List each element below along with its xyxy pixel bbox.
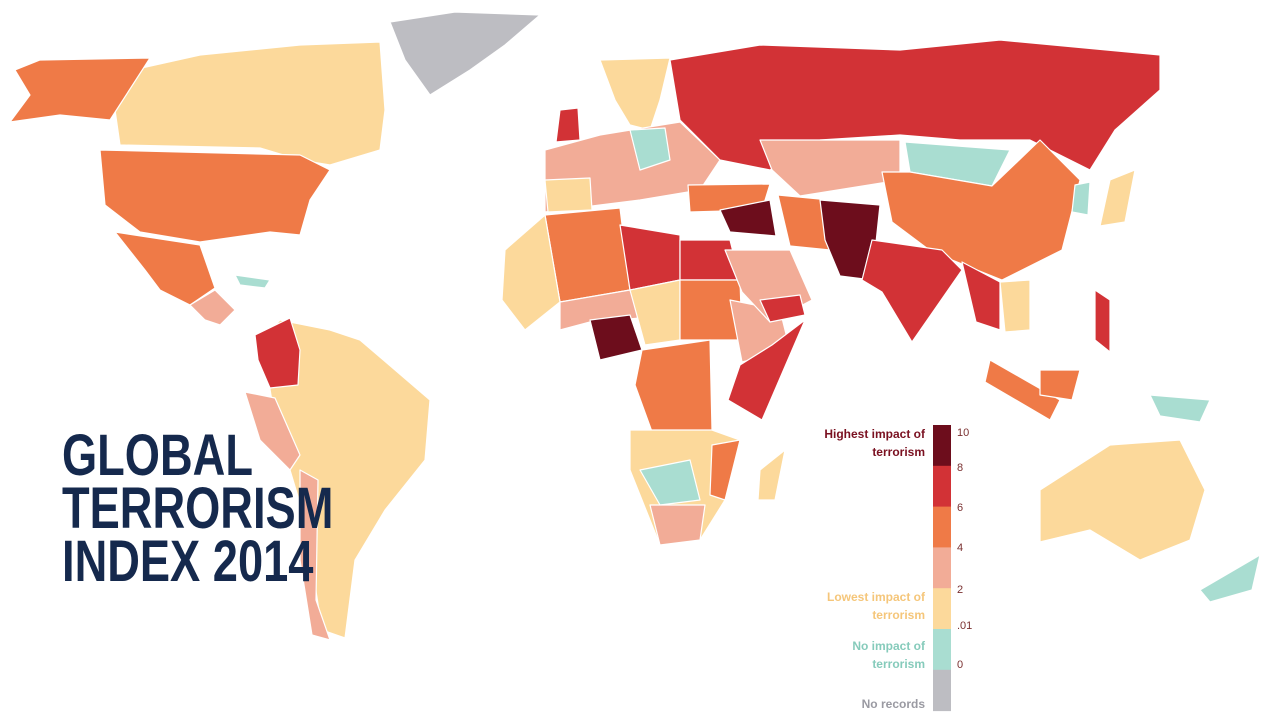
alaska xyxy=(9,57,151,123)
legend-tick-label: .01 xyxy=(957,620,972,632)
mozambique xyxy=(709,439,741,501)
legend-swatch xyxy=(933,588,951,630)
legend-label: Lowest impact of terrorism xyxy=(826,590,925,622)
west-africa xyxy=(501,214,561,331)
legend-tick-label: 0 xyxy=(957,659,963,671)
legend-tick-label: 6 xyxy=(957,502,963,514)
central-america xyxy=(189,289,236,326)
chile xyxy=(299,469,331,641)
india xyxy=(861,239,963,343)
title-line: TERRORISM xyxy=(62,477,333,542)
uk xyxy=(555,107,581,143)
title-line: INDEX 2014 xyxy=(62,530,313,595)
botswana xyxy=(639,459,701,506)
legend-label: No records xyxy=(861,697,925,711)
south-africa xyxy=(649,504,706,546)
thailand-myanmar xyxy=(961,261,1001,331)
legend-tick-label: 4 xyxy=(957,542,963,554)
somalia-kenya xyxy=(727,319,806,421)
title: GLOBAL TERRORISM INDEX 2014 xyxy=(62,424,333,595)
nigeria xyxy=(589,314,643,361)
legend-swatch xyxy=(933,465,951,508)
world-map xyxy=(9,11,1261,641)
legend: 10 8 6 4 2 .01 0 xyxy=(933,425,972,712)
legend-swatch xyxy=(933,669,951,712)
china xyxy=(881,139,1081,281)
central-africa xyxy=(634,339,713,441)
japan xyxy=(1099,169,1136,227)
legend-tick-label: 10 xyxy=(957,427,969,439)
iberia xyxy=(544,177,593,213)
legend-label: Highest impact of terrorism xyxy=(824,427,925,459)
afghanistan-pakistan xyxy=(819,199,881,281)
cuba xyxy=(234,274,271,289)
legend-swatch xyxy=(933,629,951,671)
sumatra-java xyxy=(984,359,1061,421)
korea xyxy=(1071,181,1091,216)
borneo xyxy=(1039,369,1081,401)
legend-swatch xyxy=(933,547,951,589)
central-asia xyxy=(759,139,901,197)
legend-tick-label: 2 xyxy=(957,584,963,596)
new-zealand xyxy=(1199,554,1261,603)
russia xyxy=(669,39,1161,171)
title-line: GLOBAL xyxy=(62,424,253,489)
colombia xyxy=(254,317,301,389)
canada xyxy=(109,41,386,166)
libya xyxy=(619,224,681,291)
greenland xyxy=(389,11,541,96)
mexico xyxy=(114,231,216,306)
legend-swatch xyxy=(933,425,951,467)
papua xyxy=(1149,394,1211,423)
iraq-syria xyxy=(719,199,777,237)
central-europe xyxy=(629,127,671,171)
legend-swatch xyxy=(933,506,951,548)
peru xyxy=(244,391,301,471)
philippines xyxy=(1094,289,1111,353)
legend-label: No impact of terrorism xyxy=(852,639,925,671)
indochina xyxy=(999,279,1031,333)
australia xyxy=(1039,439,1206,561)
legend-tick-label: 8 xyxy=(957,462,963,474)
usa xyxy=(99,149,331,243)
scandinavia xyxy=(599,57,671,131)
madagascar xyxy=(757,449,786,501)
yemen xyxy=(759,294,806,323)
